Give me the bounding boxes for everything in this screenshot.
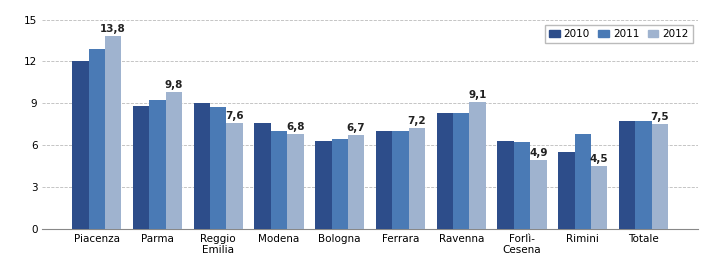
Bar: [619, 121, 635, 229]
Bar: [635, 121, 651, 229]
Bar: [575, 134, 591, 229]
Bar: [470, 102, 486, 229]
Bar: [149, 100, 166, 229]
Bar: [436, 113, 453, 229]
Bar: [453, 113, 470, 229]
Bar: [651, 124, 668, 229]
Text: 7,2: 7,2: [407, 116, 427, 126]
Text: 4,5: 4,5: [590, 154, 608, 164]
Bar: [226, 123, 243, 229]
Bar: [287, 134, 304, 229]
Bar: [376, 131, 392, 229]
Text: 9,1: 9,1: [469, 90, 487, 100]
Bar: [558, 152, 575, 229]
Legend: 2010, 2011, 2012: 2010, 2011, 2012: [545, 25, 693, 43]
Text: 7,5: 7,5: [651, 112, 669, 122]
Bar: [271, 131, 287, 229]
Bar: [331, 140, 348, 229]
Text: 4,9: 4,9: [529, 148, 548, 158]
Bar: [591, 166, 608, 229]
Bar: [514, 142, 530, 229]
Text: 9,8: 9,8: [165, 80, 183, 90]
Bar: [315, 141, 331, 229]
Bar: [166, 92, 182, 229]
Bar: [392, 131, 409, 229]
Bar: [210, 107, 226, 229]
Text: 6,8: 6,8: [286, 122, 305, 132]
Bar: [89, 49, 105, 229]
Bar: [409, 128, 425, 229]
Bar: [498, 141, 514, 229]
Bar: [255, 123, 271, 229]
Bar: [194, 103, 210, 229]
Bar: [72, 61, 89, 229]
Bar: [133, 106, 149, 229]
Bar: [105, 36, 121, 229]
Text: 7,6: 7,6: [226, 111, 244, 121]
Text: 13,8: 13,8: [100, 24, 126, 34]
Text: 6,7: 6,7: [347, 123, 365, 133]
Bar: [348, 135, 364, 229]
Bar: [530, 160, 546, 229]
